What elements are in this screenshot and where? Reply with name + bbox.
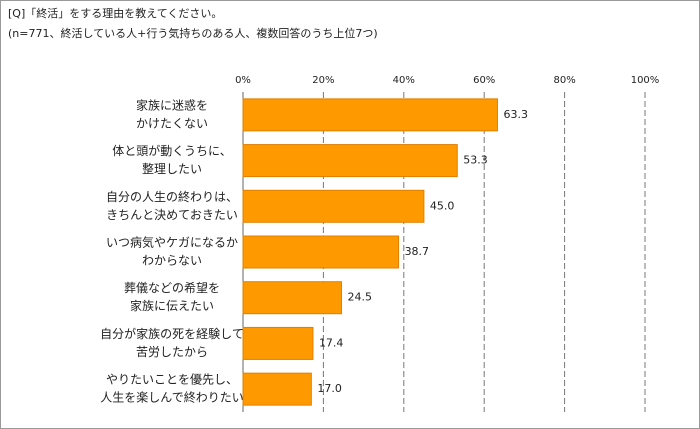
x-tick-label: 20% [312,75,334,86]
y-tick-label: 自分の人生の終わりは、 [106,189,238,204]
x-tick-label: 60% [473,75,495,86]
bar [242,98,498,132]
bar [242,372,312,406]
value-label: 45.0 [430,199,455,212]
y-tick-label: 人生を楽しんで終わりたい [100,390,243,405]
y-tick-label: きちんと決めておきたい [106,208,238,222]
value-label: 53.3 [463,154,488,167]
bar [242,281,342,315]
y-tick-label: 葬儀などの希望を [124,280,220,295]
bar [242,144,458,178]
y-tick-label: やりたいことを優先し、 [106,373,238,387]
chart-subtitle: (n=771、終活している人+行う気持ちのある人、複数回答のうち上位7つ) [8,26,378,40]
y-tick-label: わからない [142,254,202,268]
x-tick-label: 0% [235,75,251,86]
y-tick-label: 整理したい [142,161,202,176]
bar [242,326,314,360]
value-label: 63.3 [503,108,528,121]
chart-title: [Q]「終活」をする理由を教えてください。 [8,6,222,20]
y-tick-label: かけたくない [136,116,208,130]
y-tick-label: 家族に迷惑を [136,97,208,112]
y-tick-label: いつ病気やケガになるか [106,235,238,250]
x-tick-label: 80% [553,75,575,86]
bar [242,235,400,269]
x-tick-label: 40% [393,75,415,86]
y-tick-label: 苦労したから [136,345,208,359]
bar [242,189,425,223]
y-tick-label: 自分が家族の死を経験して [100,326,244,341]
value-label: 17.0 [317,382,342,395]
x-tick-label: 100% [631,75,660,86]
y-tick-label: 家族に伝えたい [130,298,214,313]
value-label: 24.5 [347,291,372,304]
y-tick-label: 体と頭が動くうちに、 [112,143,231,158]
value-label: 17.4 [319,336,344,349]
value-label: 38.7 [405,245,430,258]
